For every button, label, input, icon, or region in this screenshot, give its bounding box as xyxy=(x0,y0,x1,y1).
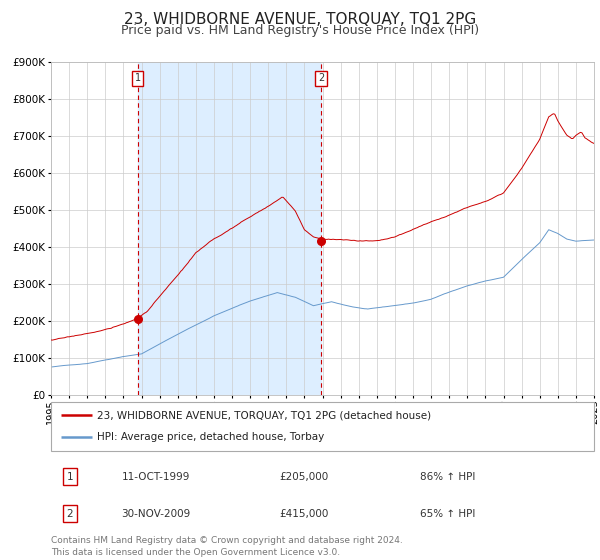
Text: £415,000: £415,000 xyxy=(279,509,328,519)
FancyBboxPatch shape xyxy=(51,402,594,451)
Text: 30-NOV-2009: 30-NOV-2009 xyxy=(122,509,191,519)
Text: 23, WHIDBORNE AVENUE, TORQUAY, TQ1 2PG: 23, WHIDBORNE AVENUE, TORQUAY, TQ1 2PG xyxy=(124,12,476,27)
Text: Contains HM Land Registry data © Crown copyright and database right 2024.
This d: Contains HM Land Registry data © Crown c… xyxy=(51,536,403,557)
Text: 2: 2 xyxy=(67,509,73,519)
Text: 86% ↑ HPI: 86% ↑ HPI xyxy=(420,472,476,482)
Text: £205,000: £205,000 xyxy=(279,472,328,482)
Text: 23, WHIDBORNE AVENUE, TORQUAY, TQ1 2PG (detached house): 23, WHIDBORNE AVENUE, TORQUAY, TQ1 2PG (… xyxy=(97,410,431,421)
Text: Price paid vs. HM Land Registry's House Price Index (HPI): Price paid vs. HM Land Registry's House … xyxy=(121,24,479,36)
Text: 1: 1 xyxy=(134,73,140,83)
Text: 65% ↑ HPI: 65% ↑ HPI xyxy=(420,509,476,519)
Text: 1: 1 xyxy=(67,472,73,482)
Bar xyxy=(137,62,321,395)
Text: HPI: Average price, detached house, Torbay: HPI: Average price, detached house, Torb… xyxy=(97,432,325,442)
Text: 2: 2 xyxy=(318,73,324,83)
Text: 11-OCT-1999: 11-OCT-1999 xyxy=(122,472,190,482)
